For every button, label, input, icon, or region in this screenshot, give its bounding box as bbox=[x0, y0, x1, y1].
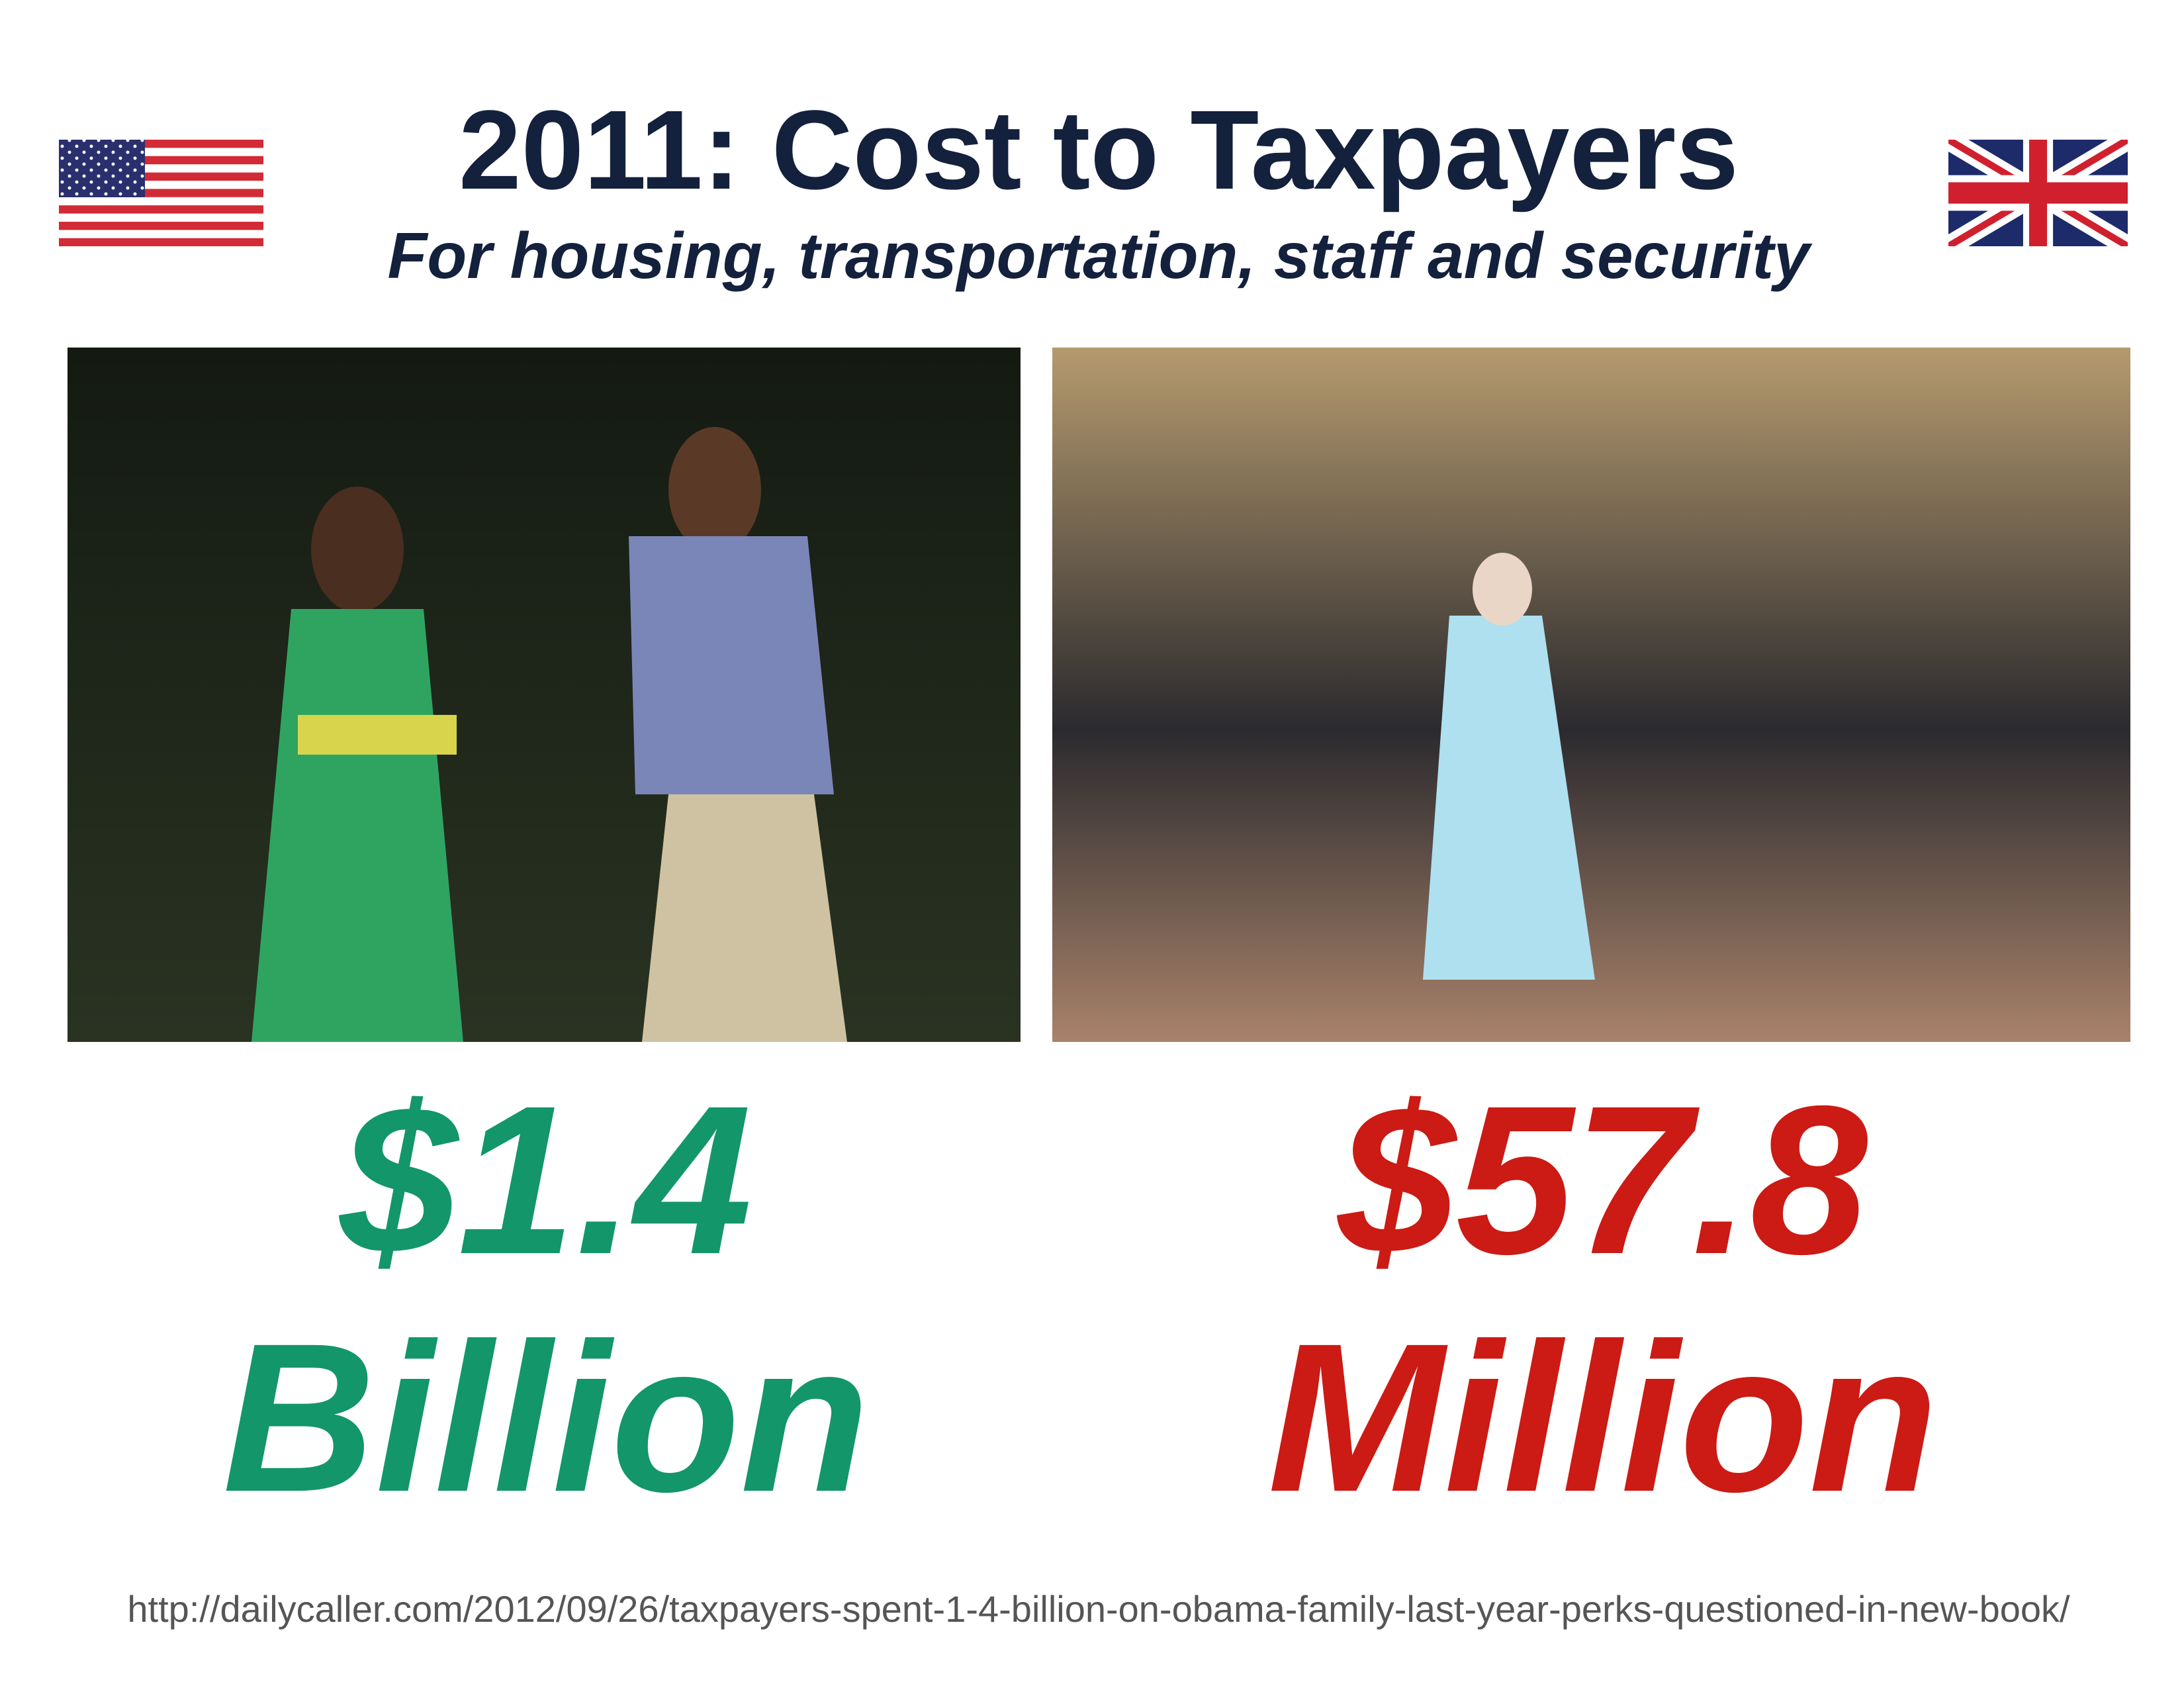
uk-unit: Million bbox=[1267, 1299, 1938, 1536]
uk-photo bbox=[1052, 348, 2130, 1042]
uk-amount: $57.8 bbox=[1335, 1061, 1870, 1298]
subtitle: For housing, transportation, staff and s… bbox=[388, 219, 1813, 292]
us-unit: Billion bbox=[222, 1299, 870, 1536]
source-url: http://dailycaller.com/2012/09/26/taxpay… bbox=[127, 1588, 2070, 1630]
us-flag bbox=[59, 140, 263, 246]
uk-flag bbox=[1948, 140, 2128, 246]
us-amount: $1.4 bbox=[337, 1061, 752, 1298]
title: 2011: Cost to Taxpayers bbox=[459, 87, 1739, 213]
us-photo bbox=[68, 348, 1021, 1042]
